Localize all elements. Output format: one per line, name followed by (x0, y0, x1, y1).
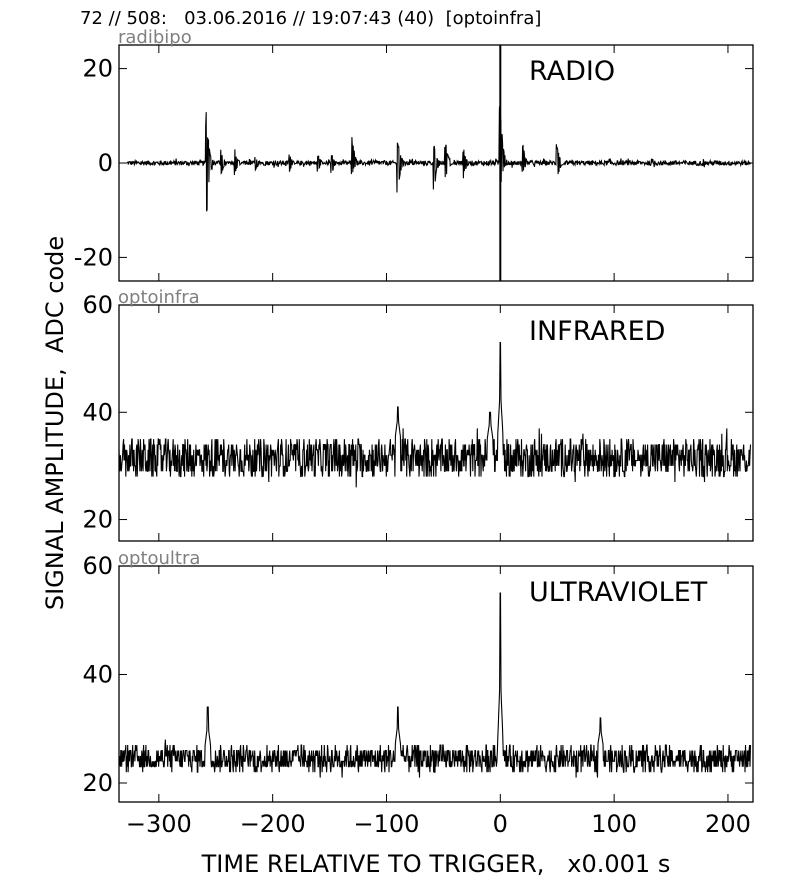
y-tick-label: 40 (82, 398, 113, 426)
panel-title: RADIO (529, 56, 615, 87)
y-tick-label: 20 (82, 506, 113, 534)
x-tick-label: −200 (240, 810, 306, 838)
y-tick-label: 20 (82, 769, 113, 797)
x-tick-label: −300 (126, 810, 192, 838)
panel-ultraviolet: −300 −200 −100 0 100 200 20 40 60 optoultra ULTRAV… (82, 548, 754, 838)
x-tick-label: 0 (493, 810, 508, 838)
y-tick-label: -20 (74, 243, 113, 271)
panel-frame (118, 565, 754, 803)
signal-trace-radibipo (126, 105, 751, 212)
x-tick-label: 100 (591, 810, 637, 838)
y-tick-label: 40 (82, 661, 113, 689)
x-axis-label: TIME RELATIVE TO TRIGGER, x0.001 s (201, 850, 671, 878)
y-tick-label: 60 (82, 291, 113, 319)
panel-title: ULTRAVIOLET (529, 577, 708, 608)
y-axis-label: SIGNAL AMPLITUDE, ADC code (41, 236, 69, 610)
panel-frame (118, 304, 754, 542)
y-tick-label: 60 (82, 552, 113, 580)
channel-label: optoinfra (118, 287, 200, 308)
y-tick-label: 20 (82, 55, 113, 83)
x-tick-label: −100 (354, 810, 420, 838)
panel-title: INFRARED (529, 316, 665, 347)
panel-infrared: 20 40 60 optoinfra INFRARED (82, 287, 754, 542)
x-tick-label: 200 (705, 810, 751, 838)
y-tick-label: 0 (98, 149, 113, 177)
figure-title: 72 // 508: 03.06.2016 // 19:07:43 (40) [… (80, 8, 542, 29)
signal-trace-optoultra (119, 592, 752, 778)
channel-label: optoultra (118, 548, 200, 569)
signal-trace-optoinfra (119, 341, 752, 488)
channel-label: radibipo (118, 27, 192, 48)
